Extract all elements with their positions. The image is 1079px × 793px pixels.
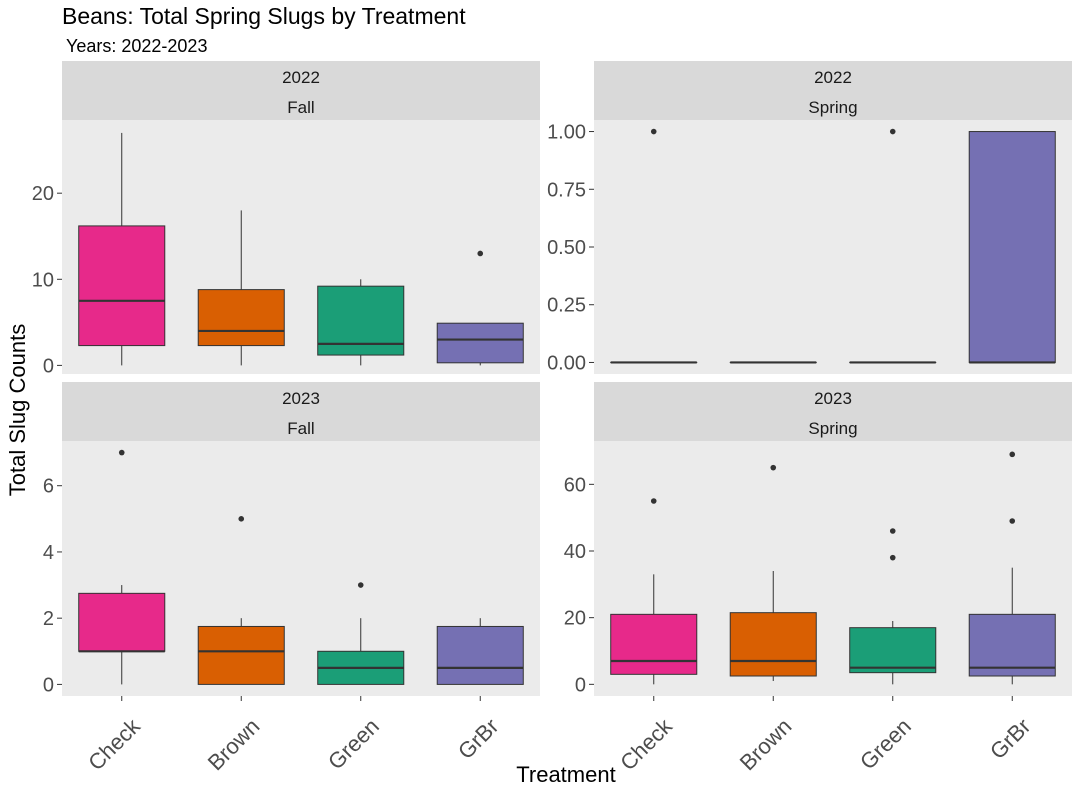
- facet-strip-year: 2022: [282, 68, 320, 87]
- y-tick-label: 4: [43, 542, 54, 564]
- outlier-point: [1009, 451, 1016, 458]
- box-iqr: [197, 625, 285, 685]
- box-check: [610, 128, 698, 364]
- facet-panels: 2022Fall010202022Spring0.000.250.500.751…: [32, 61, 1072, 775]
- y-tick-label: 0.50: [547, 237, 586, 259]
- box-green: [317, 279, 405, 366]
- y-tick-label: 0: [575, 674, 586, 696]
- box-iqr: [436, 625, 524, 685]
- y-tick-label: 40: [564, 541, 586, 563]
- x-tick-label: GrBr: [985, 714, 1036, 765]
- x-tick-label: Check: [83, 713, 145, 775]
- box-iqr: [968, 613, 1056, 677]
- x-tick-label: Brown: [203, 714, 265, 776]
- box-check: [78, 449, 166, 685]
- y-tick-label: 0: [43, 355, 54, 377]
- outlier-point: [770, 464, 777, 471]
- facet-strip: [594, 61, 1072, 120]
- y-tick-label: 6: [43, 476, 54, 498]
- box-green: [849, 528, 937, 685]
- facet-strip: [594, 382, 1072, 441]
- facet-strip-season: Spring: [808, 419, 857, 438]
- x-tick-label: GrBr: [453, 714, 504, 765]
- x-tick-label: Green: [855, 714, 916, 775]
- outlier-point: [1009, 518, 1016, 524]
- facet-strip-season: Spring: [808, 98, 857, 117]
- y-tick-label: 20: [564, 608, 586, 630]
- box-iqr: [968, 131, 1056, 363]
- facet-strip-season: Fall: [287, 98, 314, 117]
- outlier-point: [650, 498, 657, 504]
- outlier-point: [889, 128, 896, 135]
- x-axis-label: Treatment: [516, 762, 615, 787]
- outlier-point: [650, 128, 657, 135]
- chart-title: Beans: Total Spring Slugs by Treatment: [62, 3, 466, 29]
- box-brown: [729, 464, 817, 681]
- box-green: [849, 128, 937, 364]
- y-tick-label: 0: [43, 674, 54, 696]
- chart-subtitle: Years: 2022-2023: [66, 36, 207, 56]
- y-tick-label: 0.75: [547, 179, 586, 201]
- y-tick-label: 60: [564, 474, 586, 496]
- box-grbr: [968, 451, 1056, 685]
- box-iqr: [78, 225, 166, 347]
- facet-panel-2022-fall: 2022 Fall 0 10 20: [32, 61, 540, 377]
- facet-panel-2023-fall: 2023 Fall 0 2 4 6 Check Brown Green GrBr: [43, 382, 540, 775]
- outlier-point: [238, 516, 245, 522]
- y-tick-label: 1.00: [547, 122, 586, 144]
- box-grbr: [436, 618, 524, 685]
- y-tick-label: 20: [32, 183, 54, 205]
- y-tick-label: 2: [43, 608, 54, 630]
- facet-strip-year: 2023: [282, 389, 320, 408]
- facet-strip-season: Fall: [287, 419, 314, 438]
- outlier-point: [357, 582, 364, 588]
- box-iqr: [729, 612, 817, 677]
- box-iqr: [610, 613, 698, 675]
- facet-panel-2022-spring: 2022 Spring 0.00 0.25 0.50 0.75 1.00: [547, 61, 1072, 374]
- facet-panel-2023-spring: 2023 Spring 0 20 40 60 Check Brown Green GrBr: [564, 382, 1072, 775]
- box-grbr: [968, 131, 1056, 364]
- y-tick-label: 0.25: [547, 295, 586, 317]
- y-axis-label: Total Slug Counts: [5, 324, 30, 496]
- facet-strip-year: 2022: [814, 68, 852, 87]
- y-tick-label: 10: [32, 269, 54, 291]
- box-grbr: [436, 250, 524, 366]
- outlier-point: [477, 250, 484, 257]
- x-tick-label: Check: [615, 713, 677, 775]
- outlier-point: [889, 554, 896, 561]
- box-iqr: [849, 627, 937, 674]
- facet-strip-year: 2023: [814, 389, 852, 408]
- outlier-point: [118, 449, 125, 456]
- outlier-point: [889, 528, 896, 534]
- box-check: [78, 132, 166, 366]
- facet-strip: [62, 61, 540, 120]
- box-brown: [197, 210, 285, 366]
- box-iqr: [197, 289, 285, 347]
- facet-strip: [62, 382, 540, 441]
- box-iqr: [78, 592, 166, 652]
- box-iqr: [436, 322, 524, 364]
- y-tick-label: 0.00: [547, 352, 586, 374]
- box-check: [610, 498, 698, 685]
- box-green: [317, 582, 405, 685]
- box-brown: [197, 516, 285, 685]
- x-tick-label: Brown: [735, 714, 797, 776]
- x-tick-label: Green: [323, 714, 384, 775]
